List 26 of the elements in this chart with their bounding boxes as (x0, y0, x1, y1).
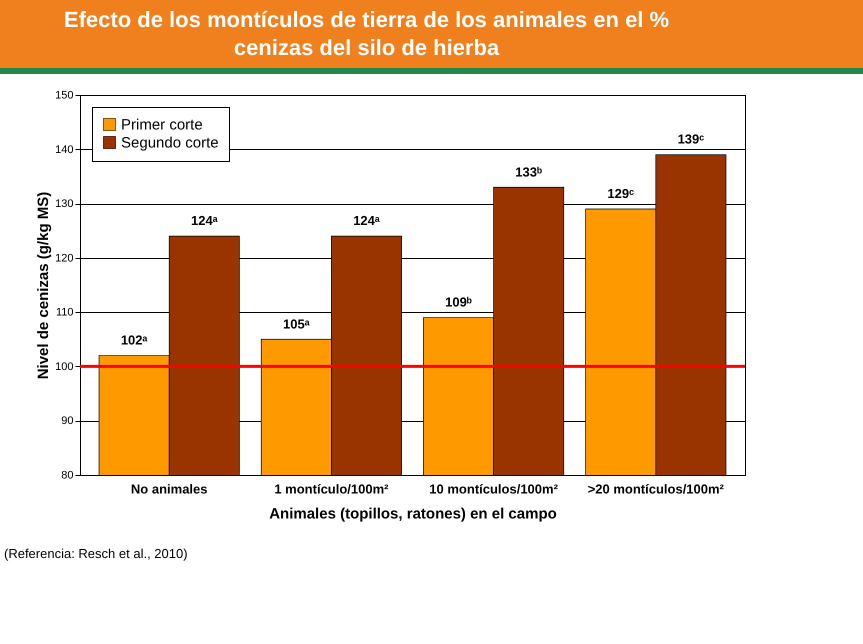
chart-title: Efecto de los montículos de tierra de los animales en el % cenizas del silo de hierba (0, 0, 863, 74)
data-label: 124ᵃ (353, 213, 380, 228)
x-tick-label: 1 montículo/100m² (274, 482, 390, 496)
y-tick-label: 80 (61, 470, 74, 482)
data-label: 133ᵇ (515, 164, 542, 180)
legend-label: Segundo corte (121, 134, 219, 152)
y-tick-label: 110 (56, 306, 74, 319)
data-label: 124ᵃ (190, 213, 218, 228)
x-tick-label: 10 montículos/100m² (429, 482, 559, 496)
legend-label: Primer corte (121, 116, 203, 134)
data-label: 102ᵃ (120, 332, 148, 348)
data-label: 105ᵃ (283, 316, 310, 332)
x-axis-title: Animales (topillos, ratones) en el campo (269, 506, 557, 522)
text: (Referencia: Resch et al., 2010) (4, 546, 189, 561)
y-tick-label: 90 (61, 415, 74, 428)
y-tick-label: 130 (55, 198, 74, 210)
y-tick-label: 100 (55, 360, 74, 373)
data-label: 139ᶜ (678, 132, 704, 147)
x-tick-label: >20 montículos/100m² (588, 482, 725, 496)
y-tick-label: 140 (55, 144, 74, 156)
y-tick-label: 150 (55, 90, 74, 102)
data-label: 129ᶜ (607, 186, 634, 201)
x-tick-label: No animales (130, 482, 208, 496)
data-label: 109ᵇ (445, 294, 472, 310)
y-axis-title: Nivel de cenizas (g/kg MS) (35, 192, 52, 380)
y-tick-label: 120 (55, 252, 74, 264)
